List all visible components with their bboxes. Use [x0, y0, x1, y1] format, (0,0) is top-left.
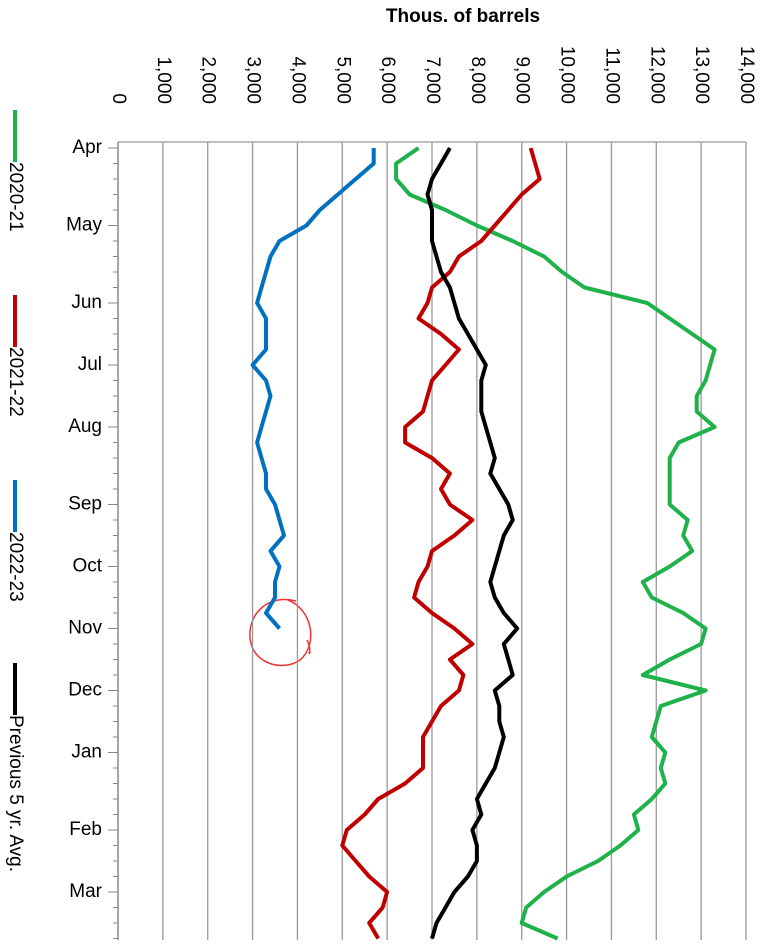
x-tick-label: 11,000 — [601, 47, 622, 104]
y-tick-label: Aug — [68, 416, 102, 437]
y-tick-label: Apr — [72, 137, 102, 158]
y-tick-label: May — [66, 215, 102, 236]
series-line — [425, 147, 520, 940]
legend-label: 2022-23 — [5, 532, 26, 602]
y-tick-label: Dec — [68, 680, 102, 701]
y-tick-label: Nov — [68, 618, 102, 639]
x-tick-label: 14,000 — [736, 46, 757, 104]
legend-label: Previous 5 yr. Avg. — [5, 715, 26, 872]
legend-label: 2021-22 — [5, 347, 26, 417]
series-line — [340, 147, 542, 940]
series-line — [250, 148, 376, 630]
x-tick-label: 4,000 — [287, 56, 308, 104]
y-tick-label: Mar — [69, 881, 102, 902]
x-tick-label: 5,000 — [332, 56, 353, 104]
x-tick-label: 0 — [108, 93, 129, 104]
x-tick-label: 12,000 — [646, 46, 667, 104]
x-tick-label: 10,000 — [557, 46, 578, 104]
x-tick-label: 6,000 — [377, 56, 398, 104]
chart-title: Thous. of barrels — [386, 6, 540, 27]
y-tick-label: Jul — [78, 354, 102, 375]
x-tick-label: 9,000 — [512, 56, 533, 104]
x-tick-label: 7,000 — [422, 56, 443, 104]
x-tick-label: 3,000 — [243, 56, 264, 104]
x-tick-label: 2,000 — [198, 56, 219, 104]
y-tick-label: Oct — [72, 556, 102, 577]
annotation-stroke — [306, 639, 311, 655]
y-tick-label: Jan — [71, 742, 102, 763]
x-tick-label: 13,000 — [691, 46, 712, 104]
y-tick-label: Sep — [68, 494, 102, 515]
series-line — [394, 146, 717, 941]
x-tick-label: 1,000 — [153, 56, 174, 104]
y-tick-label: Jun — [71, 292, 102, 313]
annotation-circle — [249, 598, 312, 667]
x-tick-label: 8,000 — [467, 56, 488, 104]
legend-label: 2020-21 — [5, 162, 26, 232]
y-tick-label: Feb — [69, 819, 102, 840]
